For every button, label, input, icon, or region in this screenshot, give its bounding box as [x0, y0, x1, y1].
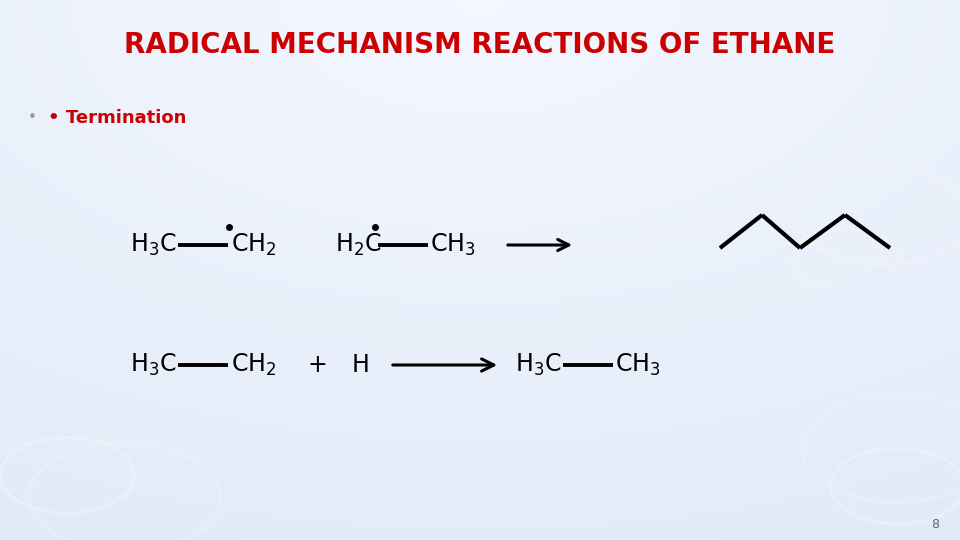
Text: •: •	[28, 111, 36, 125]
Text: $\mathregular{H_3C}$: $\mathregular{H_3C}$	[130, 352, 177, 378]
Text: 8: 8	[931, 518, 939, 531]
Text: +: +	[307, 353, 326, 377]
Text: $\mathregular{CH_3}$: $\mathregular{CH_3}$	[430, 232, 475, 258]
Text: RADICAL MECHANISM REACTIONS OF ETHANE: RADICAL MECHANISM REACTIONS OF ETHANE	[125, 31, 835, 59]
Text: $\mathregular{H_3C}$: $\mathregular{H_3C}$	[515, 352, 562, 378]
Text: $\mathregular{H_3C}$: $\mathregular{H_3C}$	[130, 232, 177, 258]
Text: H: H	[352, 353, 370, 377]
Text: • Termination: • Termination	[48, 109, 186, 127]
Text: $\mathregular{CH_2}$: $\mathregular{CH_2}$	[231, 352, 276, 378]
Text: $\mathregular{H_2C}$: $\mathregular{H_2C}$	[335, 232, 381, 258]
Text: $\mathregular{CH_3}$: $\mathregular{CH_3}$	[615, 352, 660, 378]
Text: $\mathregular{CH_2}$: $\mathregular{CH_2}$	[231, 232, 276, 258]
